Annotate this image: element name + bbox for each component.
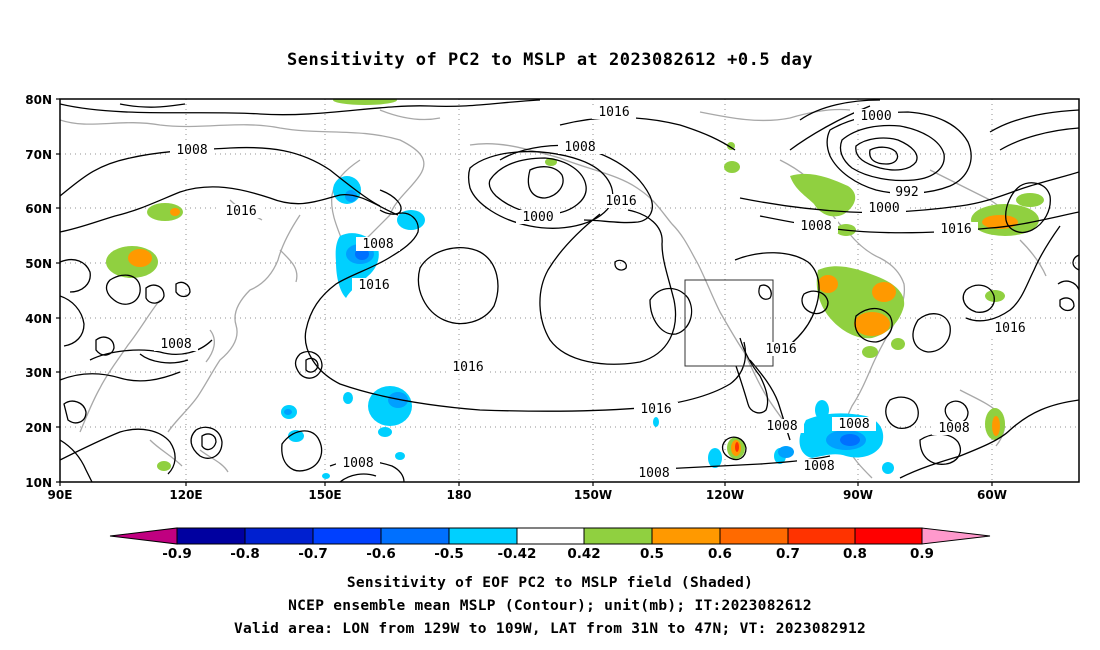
contour-label: 1008 [938, 421, 969, 436]
contour-label: 992 [895, 185, 918, 200]
contour-label: 1008 [362, 237, 393, 252]
lon-labels: 90E 120E 150E 180 150W 120W 90W 60W [48, 488, 1007, 502]
colorbar-label: 0.6 [708, 546, 732, 562]
contour-label: 1016 [225, 204, 256, 219]
contour-label: 1008 [638, 466, 669, 481]
colorbar-cell [854, 527, 923, 545]
contour-label: 1008 [160, 337, 191, 352]
colorbar-label: -0.6 [366, 546, 396, 562]
contour-label: 1016 [358, 278, 389, 293]
colorbar-right-arrow [921, 527, 991, 545]
lat-label: 40N [25, 312, 52, 326]
contour-label: 1016 [994, 321, 1025, 336]
lat-label: 50N [25, 257, 52, 271]
colorbar-cell [448, 527, 518, 545]
contour-label: 1008 [838, 417, 869, 432]
colorbar-left-arrow [109, 527, 178, 545]
contour-label: 1000 [860, 109, 891, 124]
lon-label: 90E [48, 488, 73, 502]
contour-label: 1008 [176, 143, 207, 158]
colorbar-cell [583, 527, 653, 545]
colorbar-cell [312, 527, 382, 545]
contour-label: 1008 [766, 419, 797, 434]
contour-label: 1008 [342, 456, 373, 471]
contour-label: 1016 [640, 402, 671, 417]
colorbar-label: 0.5 [640, 546, 664, 562]
lat-label: 60N [25, 202, 52, 216]
contour-label: 1008 [803, 459, 834, 474]
lat-label: 80N [25, 93, 52, 107]
lat-label: 30N [25, 366, 52, 380]
contour-labels: 1016 1008 1016 1008 1016 1000 1008 1016 … [154, 105, 1032, 481]
colorbar-cell [176, 527, 246, 545]
lon-label: 150E [308, 488, 341, 502]
plot-area [60, 99, 1079, 482]
colorbar-label: 0.8 [843, 546, 867, 562]
contour-label: 1008 [800, 219, 831, 234]
colorbar-label: 0.7 [776, 546, 800, 562]
lat-label: 20N [25, 421, 52, 435]
contour-label: 1016 [765, 342, 796, 357]
footer-line-1: Sensitivity of EOF PC2 to MSLP field (Sh… [346, 575, 754, 591]
lat-label: 10N [25, 476, 52, 490]
mslp-contours [60, 99, 1079, 482]
lat-labels: 80N 70N 60N 50N 40N 30N 20N 10N [25, 93, 52, 490]
lon-label: 120E [169, 488, 202, 502]
colorbar-label: -0.42 [498, 546, 537, 562]
lon-label: 90W [843, 488, 873, 502]
colorbar-label: -0.8 [230, 546, 260, 562]
chart-title: Sensitivity of PC2 to MSLP at 2023082612… [286, 50, 813, 70]
footer-line-3: Valid area: LON from 129W to 109W, LAT f… [233, 621, 867, 637]
contour-label: 1016 [605, 194, 636, 209]
lat-label: 70N [25, 148, 52, 162]
colorbar-label: -0.7 [298, 546, 328, 562]
colorbar-cell [380, 527, 450, 545]
lon-label: 60W [977, 488, 1007, 502]
lon-label: 180 [446, 488, 471, 502]
colorbar-cell [244, 527, 314, 545]
contour-label: 1016 [452, 360, 483, 375]
contour-label: 1016 [598, 105, 629, 120]
colorbar-cell [719, 527, 789, 545]
colorbar-label: -0.9 [162, 546, 192, 562]
contour-label: 1008 [564, 140, 595, 155]
tick-marks [56, 98, 993, 486]
colorbar-label: 0.9 [910, 546, 934, 562]
colorbar-cell [651, 527, 721, 545]
lon-label: 120W [706, 488, 744, 502]
lon-label: 150W [574, 488, 612, 502]
contour-label: 1000 [522, 210, 553, 225]
footer-line-2: NCEP ensemble mean MSLP (Contour); unit(… [288, 598, 812, 614]
contour-label: 1016 [940, 222, 971, 237]
valid-area-box [684, 279, 774, 367]
colorbar-label: -0.5 [434, 546, 464, 562]
colorbar-cell [787, 527, 856, 545]
plot-frame [59, 98, 1080, 483]
colorbar: -0.9 -0.8 -0.7 -0.6 -0.5 -0.42 0.42 0.5 … [109, 527, 991, 562]
colorbar-cell [516, 527, 585, 545]
contour-label: 1000 [868, 201, 899, 216]
colorbar-label: 0.42 [567, 546, 600, 562]
